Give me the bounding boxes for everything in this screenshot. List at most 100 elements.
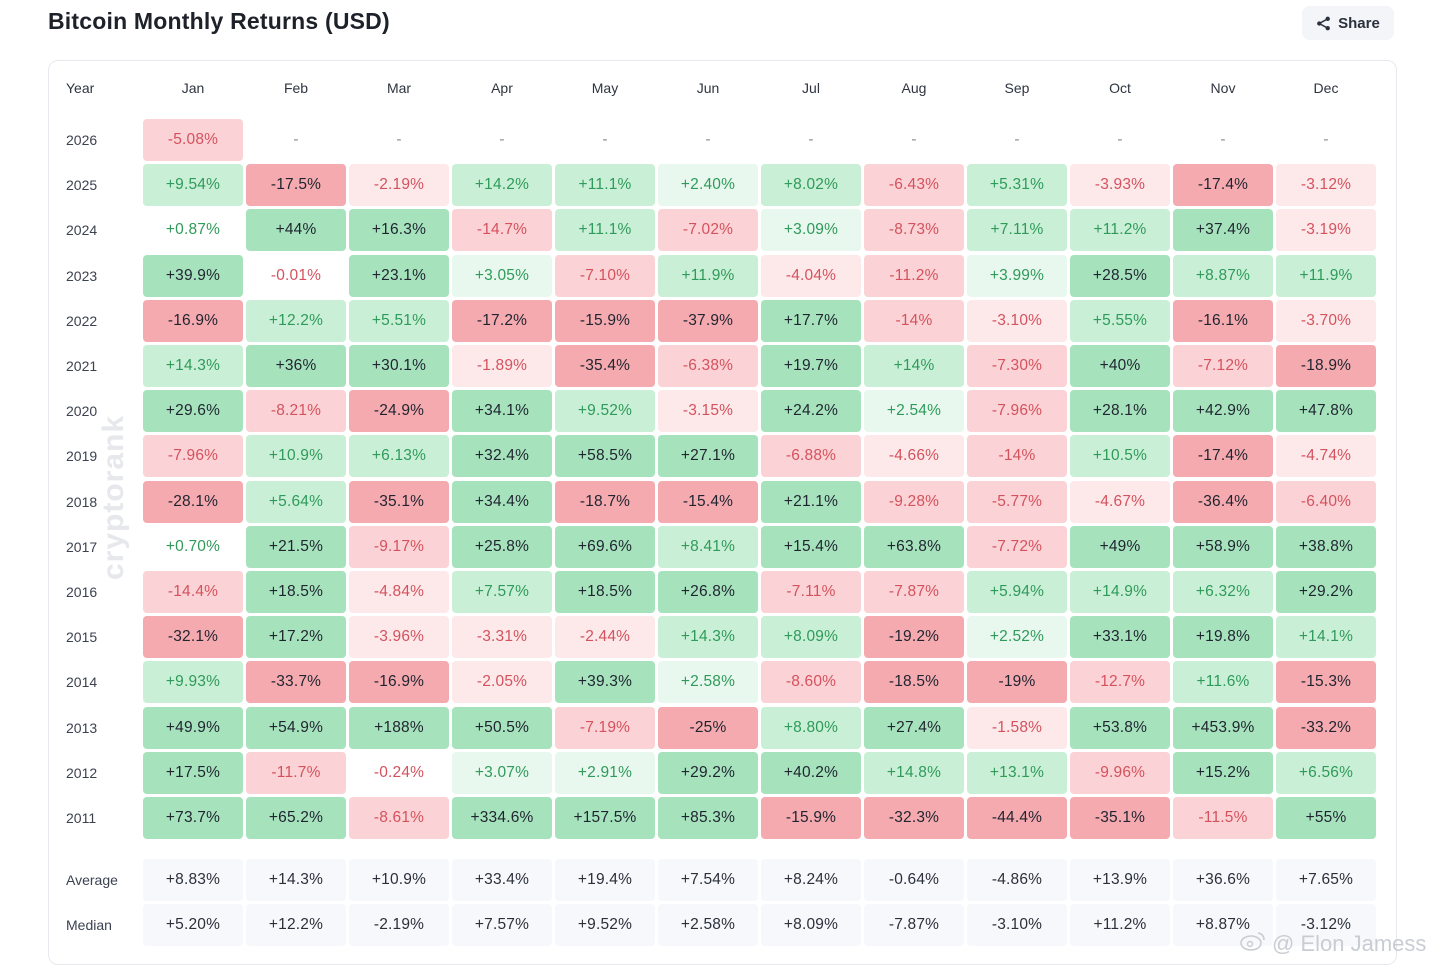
return-cell: +49.9% bbox=[143, 706, 243, 749]
month-header: Nov bbox=[1210, 80, 1236, 96]
return-cell: -1.89% bbox=[452, 345, 552, 387]
return-cell: +11.6% bbox=[1173, 661, 1273, 704]
return-cell: - bbox=[808, 131, 814, 148]
return-cell: -5.77% bbox=[967, 480, 1067, 523]
return-cell: - bbox=[911, 131, 917, 148]
return-cell: +18.5% bbox=[246, 571, 346, 613]
return-cell: -2.19% bbox=[349, 164, 449, 207]
credit-text: @ Elon Jamess bbox=[1272, 931, 1427, 956]
median-label: Median bbox=[66, 917, 112, 933]
return-cell: -15.3% bbox=[1276, 661, 1376, 704]
return-cell: -3.10% bbox=[967, 299, 1067, 342]
return-cell: +8.02% bbox=[761, 164, 861, 207]
return-cell: -16.1% bbox=[1173, 299, 1273, 342]
median-cell: -3.10% bbox=[967, 904, 1067, 946]
return-cell: -0.24% bbox=[373, 763, 425, 781]
return-cell: +32.4% bbox=[452, 435, 552, 478]
return-cell: +27.1% bbox=[658, 435, 758, 478]
month-header: Feb bbox=[283, 80, 309, 96]
return-cell: +47.8% bbox=[1276, 390, 1376, 433]
share-button[interactable]: Share bbox=[1302, 6, 1394, 40]
return-cell: -9.96% bbox=[1070, 751, 1170, 794]
return-cell: +14.3% bbox=[658, 616, 758, 659]
share-label: Share bbox=[1338, 14, 1380, 32]
return-cell: - bbox=[602, 131, 608, 148]
return-cell: -4.66% bbox=[864, 435, 964, 478]
return-cell: -9.17% bbox=[349, 525, 449, 568]
month-header: Oct bbox=[1109, 80, 1131, 96]
return-cell: -28.1% bbox=[143, 480, 243, 523]
return-cell: +8.41% bbox=[658, 525, 758, 568]
return-cell: +16.3% bbox=[349, 209, 449, 252]
return-cell: +7.57% bbox=[452, 571, 552, 613]
return-cell: -7.87% bbox=[864, 571, 964, 613]
return-cell: -4.67% bbox=[1070, 480, 1170, 523]
return-cell: -5.08% bbox=[143, 119, 243, 161]
return-cell: +5.94% bbox=[967, 571, 1067, 613]
return-cell: +29.2% bbox=[658, 751, 758, 794]
return-cell: +19.7% bbox=[761, 345, 861, 387]
month-header: Jan bbox=[181, 80, 205, 96]
return-cell: -3.12% bbox=[1276, 164, 1376, 207]
return-cell: +34.1% bbox=[452, 390, 552, 433]
return-cell: +6.32% bbox=[1173, 571, 1273, 613]
return-cell: +14% bbox=[864, 345, 964, 387]
return-cell: +27.4% bbox=[864, 706, 964, 749]
return-cell: +10.9% bbox=[246, 435, 346, 478]
median-cell: -3.12% bbox=[1276, 904, 1376, 946]
return-cell: -8.21% bbox=[246, 390, 346, 433]
return-cell: +0.70% bbox=[165, 537, 221, 555]
return-cell: +58.9% bbox=[1173, 525, 1273, 568]
return-cell: -4.74% bbox=[1276, 435, 1376, 478]
return-cell: -16.9% bbox=[349, 661, 449, 704]
return-cell: -16.9% bbox=[143, 299, 243, 342]
return-cell: -14.4% bbox=[143, 571, 243, 613]
return-cell: +8.09% bbox=[761, 616, 861, 659]
return-cell: -14% bbox=[864, 299, 964, 342]
return-cell: -7.11% bbox=[761, 571, 861, 613]
return-cell: +3.99% bbox=[967, 254, 1067, 297]
median-cell: +5.20% bbox=[143, 904, 243, 946]
return-cell: -15.9% bbox=[761, 797, 861, 839]
year-label: 2023 bbox=[66, 267, 98, 284]
return-cell: -11.5% bbox=[1173, 797, 1273, 839]
return-cell: -33.7% bbox=[246, 661, 346, 704]
return-cell: -35.1% bbox=[1070, 797, 1170, 839]
return-cell: -17.4% bbox=[1173, 164, 1273, 207]
return-cell: -4.84% bbox=[349, 571, 449, 613]
return-cell: +39.3% bbox=[555, 661, 655, 704]
return-cell: -8.73% bbox=[864, 209, 964, 252]
return-cell: +17.7% bbox=[761, 299, 861, 342]
return-cell: - bbox=[396, 131, 402, 148]
return-cell: +49% bbox=[1070, 525, 1170, 568]
share-icon bbox=[1316, 16, 1331, 31]
return-cell: - bbox=[1323, 131, 1329, 148]
return-cell: +5.31% bbox=[967, 164, 1067, 207]
return-cell: -32.3% bbox=[864, 797, 964, 839]
return-cell: -19.2% bbox=[864, 616, 964, 659]
return-cell: +453.9% bbox=[1173, 706, 1273, 749]
return-cell: -6.40% bbox=[1276, 480, 1376, 523]
return-cell: +53.8% bbox=[1070, 706, 1170, 749]
return-cell: - bbox=[1117, 131, 1123, 148]
year-label: 2026 bbox=[66, 132, 98, 148]
return-cell: +73.7% bbox=[143, 797, 243, 839]
return-cell: -7.72% bbox=[967, 525, 1067, 568]
average-cell: +8.24% bbox=[761, 859, 861, 901]
return-cell: -12.7% bbox=[1070, 661, 1170, 704]
year-label: 2013 bbox=[66, 719, 98, 736]
return-cell: -6.38% bbox=[658, 345, 758, 387]
return-cell: -6.43% bbox=[864, 164, 964, 207]
return-cell: +2.54% bbox=[864, 390, 964, 433]
return-cell: -33.2% bbox=[1276, 706, 1376, 749]
median-cell: +7.57% bbox=[452, 904, 552, 946]
return-cell: +14.2% bbox=[452, 164, 552, 207]
return-cell: -3.15% bbox=[658, 390, 758, 433]
return-cell: +21.5% bbox=[246, 525, 346, 568]
return-cell: -17.2% bbox=[452, 299, 552, 342]
return-cell: -14.7% bbox=[452, 209, 552, 252]
month-header: Jul bbox=[802, 80, 820, 96]
year-label: 2021 bbox=[66, 358, 98, 374]
return-cell: +26.8% bbox=[658, 571, 758, 613]
return-cell: +3.09% bbox=[761, 209, 861, 252]
